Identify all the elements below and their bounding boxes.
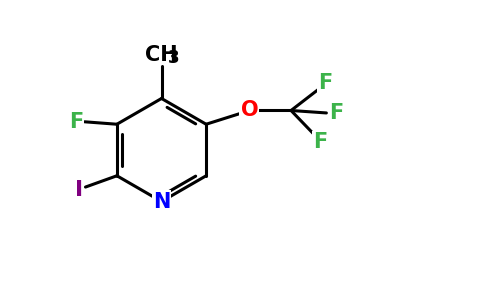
Text: F: F	[313, 132, 328, 152]
Text: F: F	[318, 73, 333, 92]
Text: F: F	[69, 112, 83, 132]
Text: CH: CH	[145, 45, 178, 65]
Text: F: F	[329, 103, 343, 123]
Text: N: N	[153, 191, 170, 212]
Text: O: O	[241, 100, 258, 121]
Text: 3: 3	[168, 49, 180, 67]
Text: I: I	[75, 179, 83, 200]
